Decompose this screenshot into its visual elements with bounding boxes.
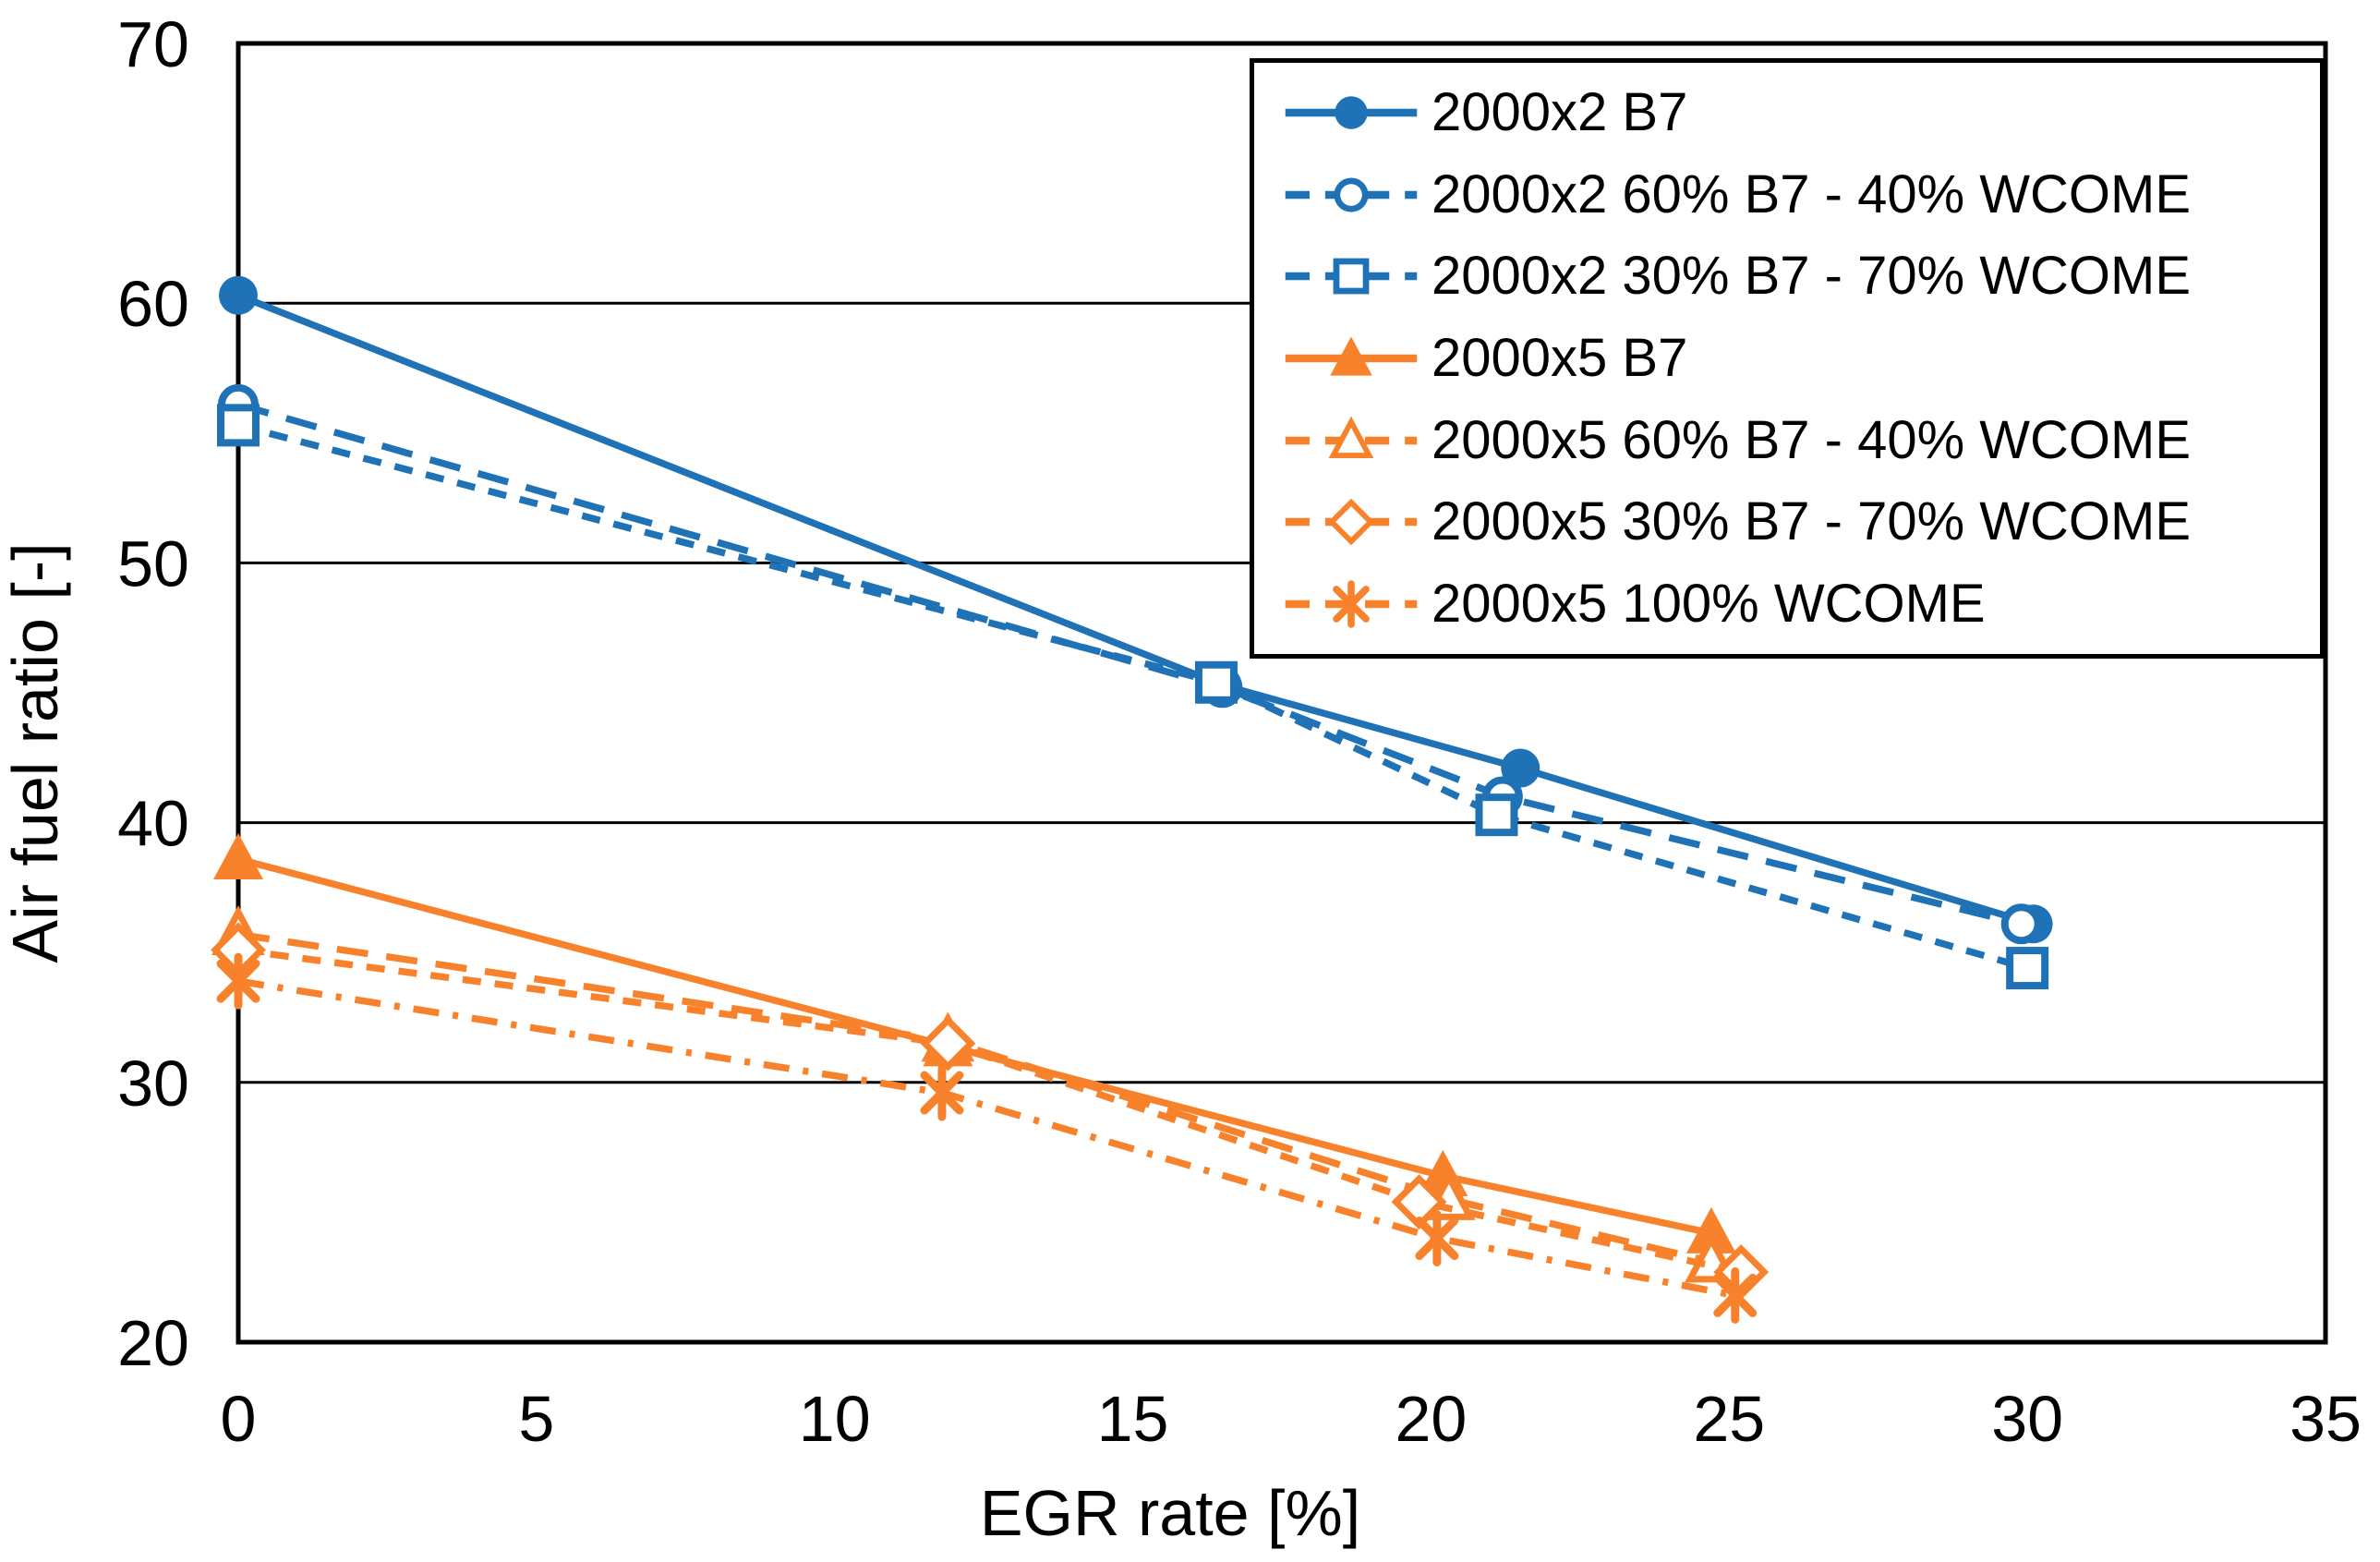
- legend-label: 2000x5 100% WCOME: [1432, 573, 1986, 634]
- series-line: [237, 977, 1736, 1300]
- series-line: [237, 930, 1712, 1265]
- data-point: [217, 404, 260, 447]
- legend-item: 2000x5 B7: [1254, 320, 2320, 397]
- legend-item: 2000x2 B7: [1254, 74, 2320, 151]
- data-point: [1475, 793, 1518, 837]
- legend-label: 2000x5 60% B7 - 40% WCOME: [1432, 409, 2192, 470]
- data-point: [920, 1064, 964, 1121]
- x-tick-label: 25: [1693, 1383, 1765, 1455]
- circle-open-legend-icon: [1285, 177, 1418, 212]
- asterisk-legend-icon: [1285, 579, 1418, 628]
- data-point: [1194, 660, 1238, 704]
- series-layer: [211, 275, 2053, 1324]
- circle-open-marker: [1334, 177, 1369, 212]
- x-axis-title: EGR rate [%]: [980, 1477, 1360, 1549]
- data-point: [213, 832, 263, 879]
- diamond-open-marker: [1327, 498, 1375, 546]
- legend-item: 2000x2 30% B7 - 70% WCOME: [1254, 237, 2320, 315]
- data-point: [920, 1015, 976, 1072]
- y-tick-label: 20: [117, 1307, 189, 1379]
- data-point: [2000, 903, 2042, 945]
- data-point: [1501, 748, 1540, 788]
- triangle-open-legend-icon: [1285, 416, 1418, 458]
- legend-label: 2000x5 30% B7 - 70% WCOME: [1432, 491, 2192, 552]
- diamond-open-legend-icon: [1285, 498, 1418, 546]
- y-tick-label: 70: [117, 8, 189, 80]
- square-open-legend-icon: [1285, 258, 1418, 295]
- legend-item: 2000x5 100% WCOME: [1254, 565, 2320, 643]
- data-point: [2006, 947, 2049, 990]
- triangle-open-marker: [1328, 416, 1374, 458]
- y-tick-label: 40: [117, 788, 189, 860]
- legend-item: 2000x5 60% B7 - 40% WCOME: [1254, 402, 2320, 479]
- legend-item: 2000x2 60% B7 - 40% WCOME: [1254, 156, 2320, 234]
- x-tick-label: 0: [221, 1383, 257, 1455]
- series-line: [237, 421, 2029, 972]
- legend-label: 2000x2 60% B7 - 40% WCOME: [1432, 163, 2192, 224]
- x-tick-label: 15: [1097, 1383, 1169, 1455]
- y-axis-title: Air fuel ratio [-]: [0, 542, 71, 963]
- asterisk-marker: [1333, 579, 1370, 628]
- legend-label: 2000x2 30% B7 - 70% WCOME: [1432, 246, 2192, 307]
- series-line: [237, 855, 1712, 1237]
- series-line: [237, 946, 1742, 1276]
- circle-filled-marker: [1335, 96, 1368, 129]
- triangle-filled-legend-icon: [1285, 336, 1418, 376]
- legend: 2000x2 B7 2000x2 60% B7 - 40% WCOME 2000x2…: [1250, 58, 2325, 659]
- legend-item: 2000x5 30% B7 - 70% WCOME: [1254, 483, 2320, 561]
- series-line: [236, 401, 2023, 927]
- data-point: [219, 275, 258, 315]
- square-open-marker: [1333, 258, 1370, 295]
- x-tick-label: 20: [1395, 1383, 1467, 1455]
- x-tick-label: 30: [1991, 1383, 2063, 1455]
- data-point: [216, 952, 260, 1010]
- y-tick-label: 30: [117, 1047, 189, 1120]
- x-tick-label: 35: [2289, 1383, 2362, 1455]
- data-point: [1415, 1210, 1459, 1267]
- x-tick-label: 10: [799, 1383, 871, 1455]
- legend-label: 2000x2 B7: [1432, 82, 1688, 143]
- plot-border: [236, 41, 2328, 1345]
- axis-layer: 20 30 40 50 60 70 0 5 10 15 20 25 30 35: [117, 8, 2362, 1455]
- y-tick-label: 60: [117, 268, 189, 340]
- legend-label: 2000x5 B7: [1432, 327, 1688, 388]
- circle-filled-legend-icon: [1285, 96, 1418, 129]
- data-point: [1713, 1266, 1758, 1324]
- triangle-filled-marker: [1330, 336, 1372, 376]
- x-tick-label: 5: [518, 1383, 554, 1455]
- data-point: [1685, 1206, 1736, 1253]
- y-tick-label: 50: [117, 527, 189, 599]
- series-line: [236, 292, 2035, 927]
